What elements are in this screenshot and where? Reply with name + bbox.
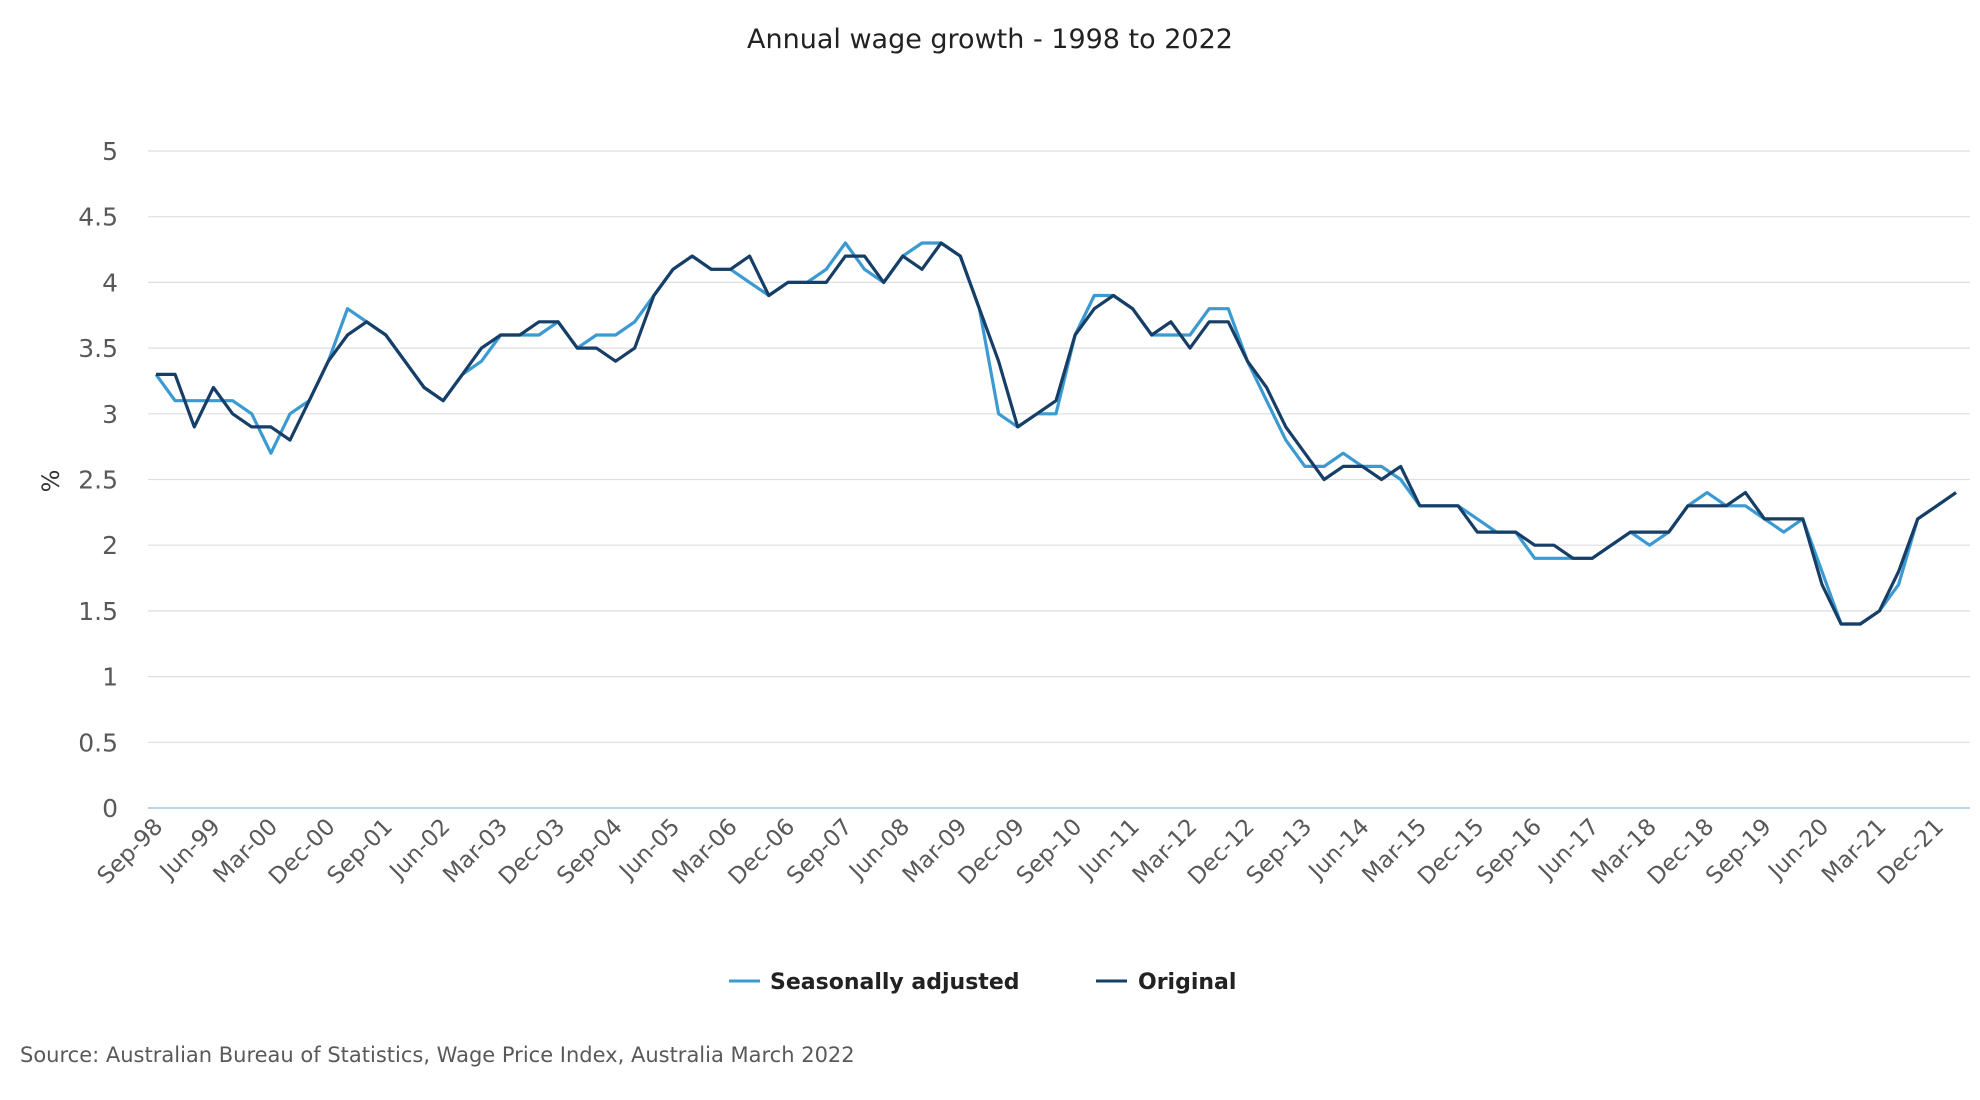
y-axis-label: % bbox=[37, 470, 65, 493]
series-lines bbox=[154, 241, 1957, 626]
chart-title: Annual wage growth - 1998 to 2022 bbox=[747, 24, 1233, 55]
y-tick-label: 3.5 bbox=[78, 334, 118, 363]
y-tick-label: 0.5 bbox=[78, 728, 118, 757]
y-tick-label: 3 bbox=[102, 400, 118, 429]
x-axis-ticks: Sep-98Jun-99Mar-00Dec-00Sep-01Jun-02Mar-… bbox=[93, 814, 1949, 890]
series-line-seasonally-adjusted bbox=[154, 241, 1957, 626]
y-tick-label: 1.5 bbox=[78, 597, 118, 626]
y-tick-label: 4.5 bbox=[78, 203, 118, 232]
x-tick-label: Sep-01 bbox=[322, 814, 398, 890]
y-tick-label: 2 bbox=[102, 531, 118, 560]
x-tick-label: Sep-07 bbox=[782, 814, 858, 890]
x-tick-label: Sep-10 bbox=[1012, 814, 1088, 890]
x-tick-label: Sep-13 bbox=[1242, 814, 1318, 890]
y-tick-label: 2.5 bbox=[78, 466, 118, 495]
x-tick-label: Sep-16 bbox=[1471, 814, 1547, 890]
x-tick-label: Sep-04 bbox=[552, 814, 628, 890]
legend: Seasonally adjusted Original bbox=[729, 970, 1236, 995]
gridlines bbox=[148, 150, 1970, 809]
source-note: Source: Australian Bureau of Statistics,… bbox=[20, 1043, 855, 1067]
legend-label-seasonally-adjusted: Seasonally adjusted bbox=[770, 970, 1020, 995]
x-tick-label: Sep-19 bbox=[1701, 814, 1777, 890]
x-tick-label: Sep-98 bbox=[93, 814, 169, 890]
y-axis-ticks: 0 0.5 1 1.5 2 2.5 3 3.5 4 4.5 5 bbox=[78, 137, 118, 823]
y-tick-label: 4 bbox=[102, 268, 118, 297]
y-tick-label: 0 bbox=[102, 794, 118, 823]
legend-label-original: Original bbox=[1138, 970, 1236, 995]
y-tick-label: 5 bbox=[102, 137, 118, 166]
y-tick-label: 1 bbox=[102, 663, 118, 692]
series-line-original bbox=[156, 241, 1957, 626]
